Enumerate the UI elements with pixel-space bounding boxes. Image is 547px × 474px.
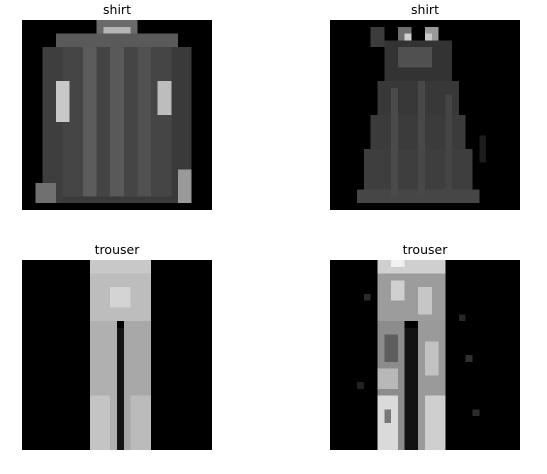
subplot-panel-2: shirt	[330, 0, 520, 212]
trouser-image-2	[330, 260, 520, 450]
panel-title-2: shirt	[411, 2, 439, 17]
subplot-panel-3: trouser	[22, 240, 212, 452]
panel-title-3: trouser	[94, 242, 140, 257]
panel-title-4: trouser	[402, 242, 448, 257]
shirt-image-2	[330, 20, 520, 210]
panel-title-1: shirt	[103, 2, 131, 17]
trouser-image-1	[22, 260, 212, 450]
shirt-image-1	[22, 20, 212, 210]
subplot-panel-4: trouser	[330, 240, 520, 452]
subplot-panel-1: shirt	[22, 0, 212, 212]
